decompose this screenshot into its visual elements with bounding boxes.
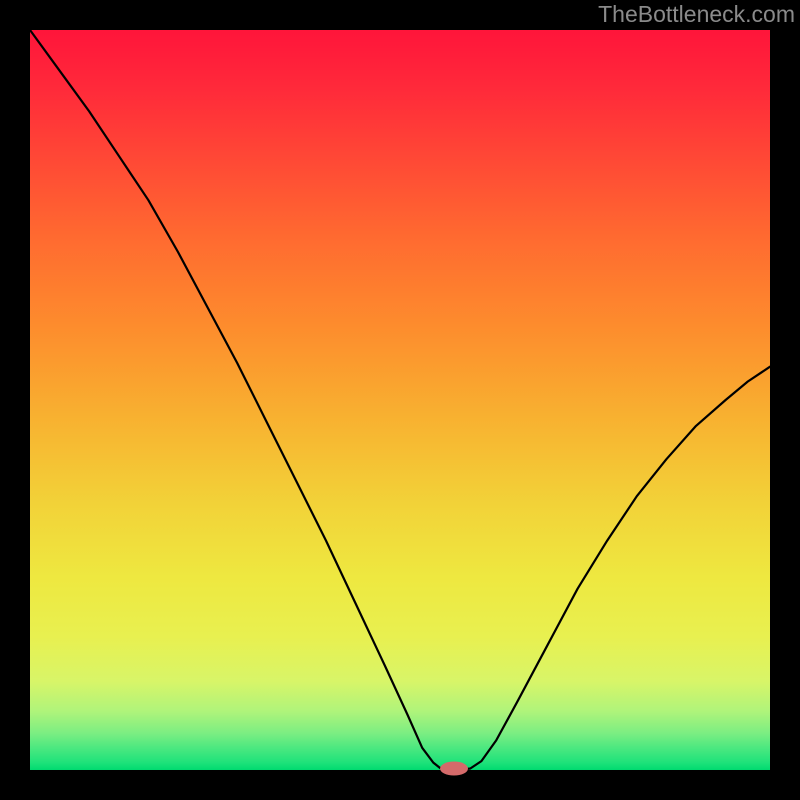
optimal-point-marker [440, 762, 468, 776]
bottleneck-chart: TheBottleneck.com [0, 0, 800, 800]
watermark-text: TheBottleneck.com [598, 1, 795, 27]
plot-area [30, 30, 770, 770]
